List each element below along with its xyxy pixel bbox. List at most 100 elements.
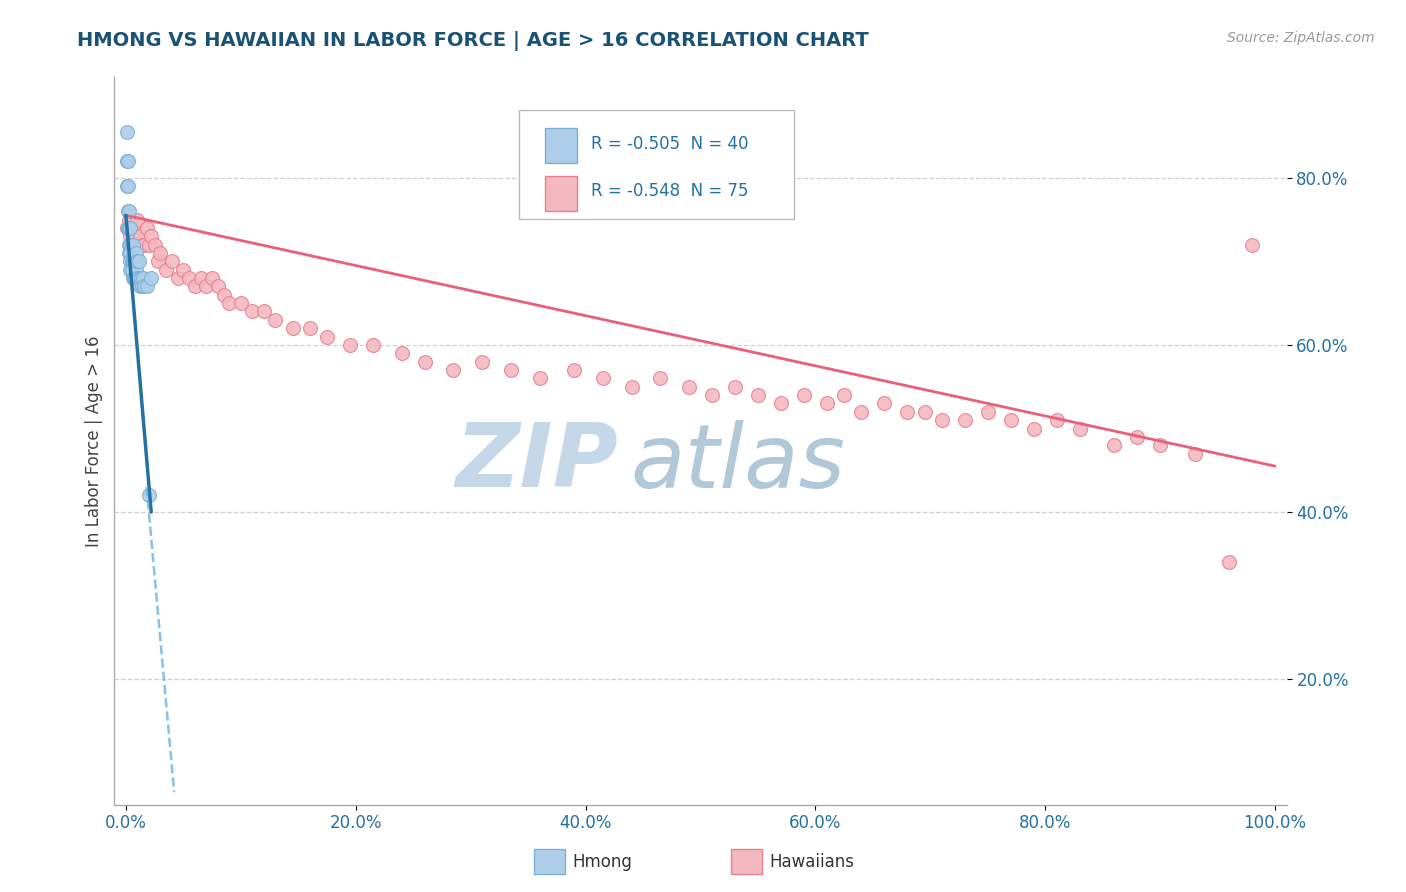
Point [117,220,139,235]
Point [132,271,155,285]
Point [128,229,150,244]
Point [1046,413,1069,427]
Point [914,405,936,419]
Point [793,388,815,402]
Point [120,246,142,260]
Point [120,229,142,244]
Point [212,287,235,301]
Point [125,262,148,277]
Text: ZIP: ZIP [456,419,619,507]
Point [977,405,1000,419]
Point [931,413,953,427]
FancyBboxPatch shape [519,111,794,219]
Point [121,262,143,277]
Point [135,279,157,293]
Point [120,262,142,277]
Point [953,413,976,427]
Text: R = -0.505  N = 40: R = -0.505 N = 40 [592,135,749,153]
Point [896,405,918,419]
Point [125,246,148,260]
Point [195,279,218,293]
Point [115,220,138,235]
Point [281,321,304,335]
Text: HMONG VS HAWAIIAN IN LABOR FORCE | AGE > 16 CORRELATION CHART: HMONG VS HAWAIIAN IN LABOR FORCE | AGE >… [77,31,869,51]
Point [229,296,252,310]
Point [127,212,149,227]
Point [1149,438,1171,452]
Point [592,371,614,385]
Point [124,220,146,235]
Point [124,254,146,268]
Point [127,271,149,285]
Point [128,271,150,285]
Point [115,179,138,194]
Point [121,237,143,252]
Point [118,237,141,252]
Point [149,246,172,260]
Point [127,254,149,268]
Point [115,154,138,169]
Text: R = -0.548  N = 75: R = -0.548 N = 75 [592,182,749,201]
Point [769,396,792,410]
Point [121,220,143,235]
Point [218,296,240,310]
Point [724,380,747,394]
Point [471,354,494,368]
Point [138,237,160,252]
Text: Hmong: Hmong [572,853,633,871]
Point [129,271,152,285]
Text: atlas: atlas [630,420,845,506]
Point [121,254,143,268]
Point [815,396,838,410]
Point [118,212,141,227]
Text: Hawaiians: Hawaiians [769,853,853,871]
Point [413,354,436,368]
Point [391,346,413,360]
Point [122,271,145,285]
Point [650,371,672,385]
Point [678,380,700,394]
Point [207,279,229,293]
Point [1069,421,1091,435]
Point [117,179,139,194]
Point [121,237,143,252]
FancyBboxPatch shape [544,176,578,211]
Point [118,246,141,260]
Point [143,237,166,252]
Point [529,371,551,385]
Point [131,279,153,293]
Point [441,363,464,377]
Point [121,220,143,235]
Point [1241,237,1264,252]
Point [124,271,146,285]
Point [166,271,188,285]
Point [117,220,139,235]
Point [184,279,207,293]
Point [851,405,873,419]
FancyBboxPatch shape [544,128,578,163]
Y-axis label: In Labor Force | Age > 16: In Labor Force | Age > 16 [86,335,103,547]
Point [499,363,522,377]
Text: Source: ZipAtlas.com: Source: ZipAtlas.com [1227,31,1375,45]
Point [117,204,139,219]
Point [1218,555,1240,569]
Point [160,254,183,268]
Point [134,237,156,252]
Point [120,237,142,252]
Point [1102,438,1125,452]
Point [122,254,145,268]
Point [117,154,139,169]
Point [190,271,212,285]
Point [131,237,153,252]
Point [339,338,361,352]
Point [134,279,156,293]
Point [1022,421,1045,435]
Point [201,271,224,285]
Point [172,262,194,277]
Point [700,388,723,402]
Point [562,363,585,377]
Point [253,304,276,318]
Point [121,271,143,285]
Point [146,254,169,268]
Point [155,262,177,277]
